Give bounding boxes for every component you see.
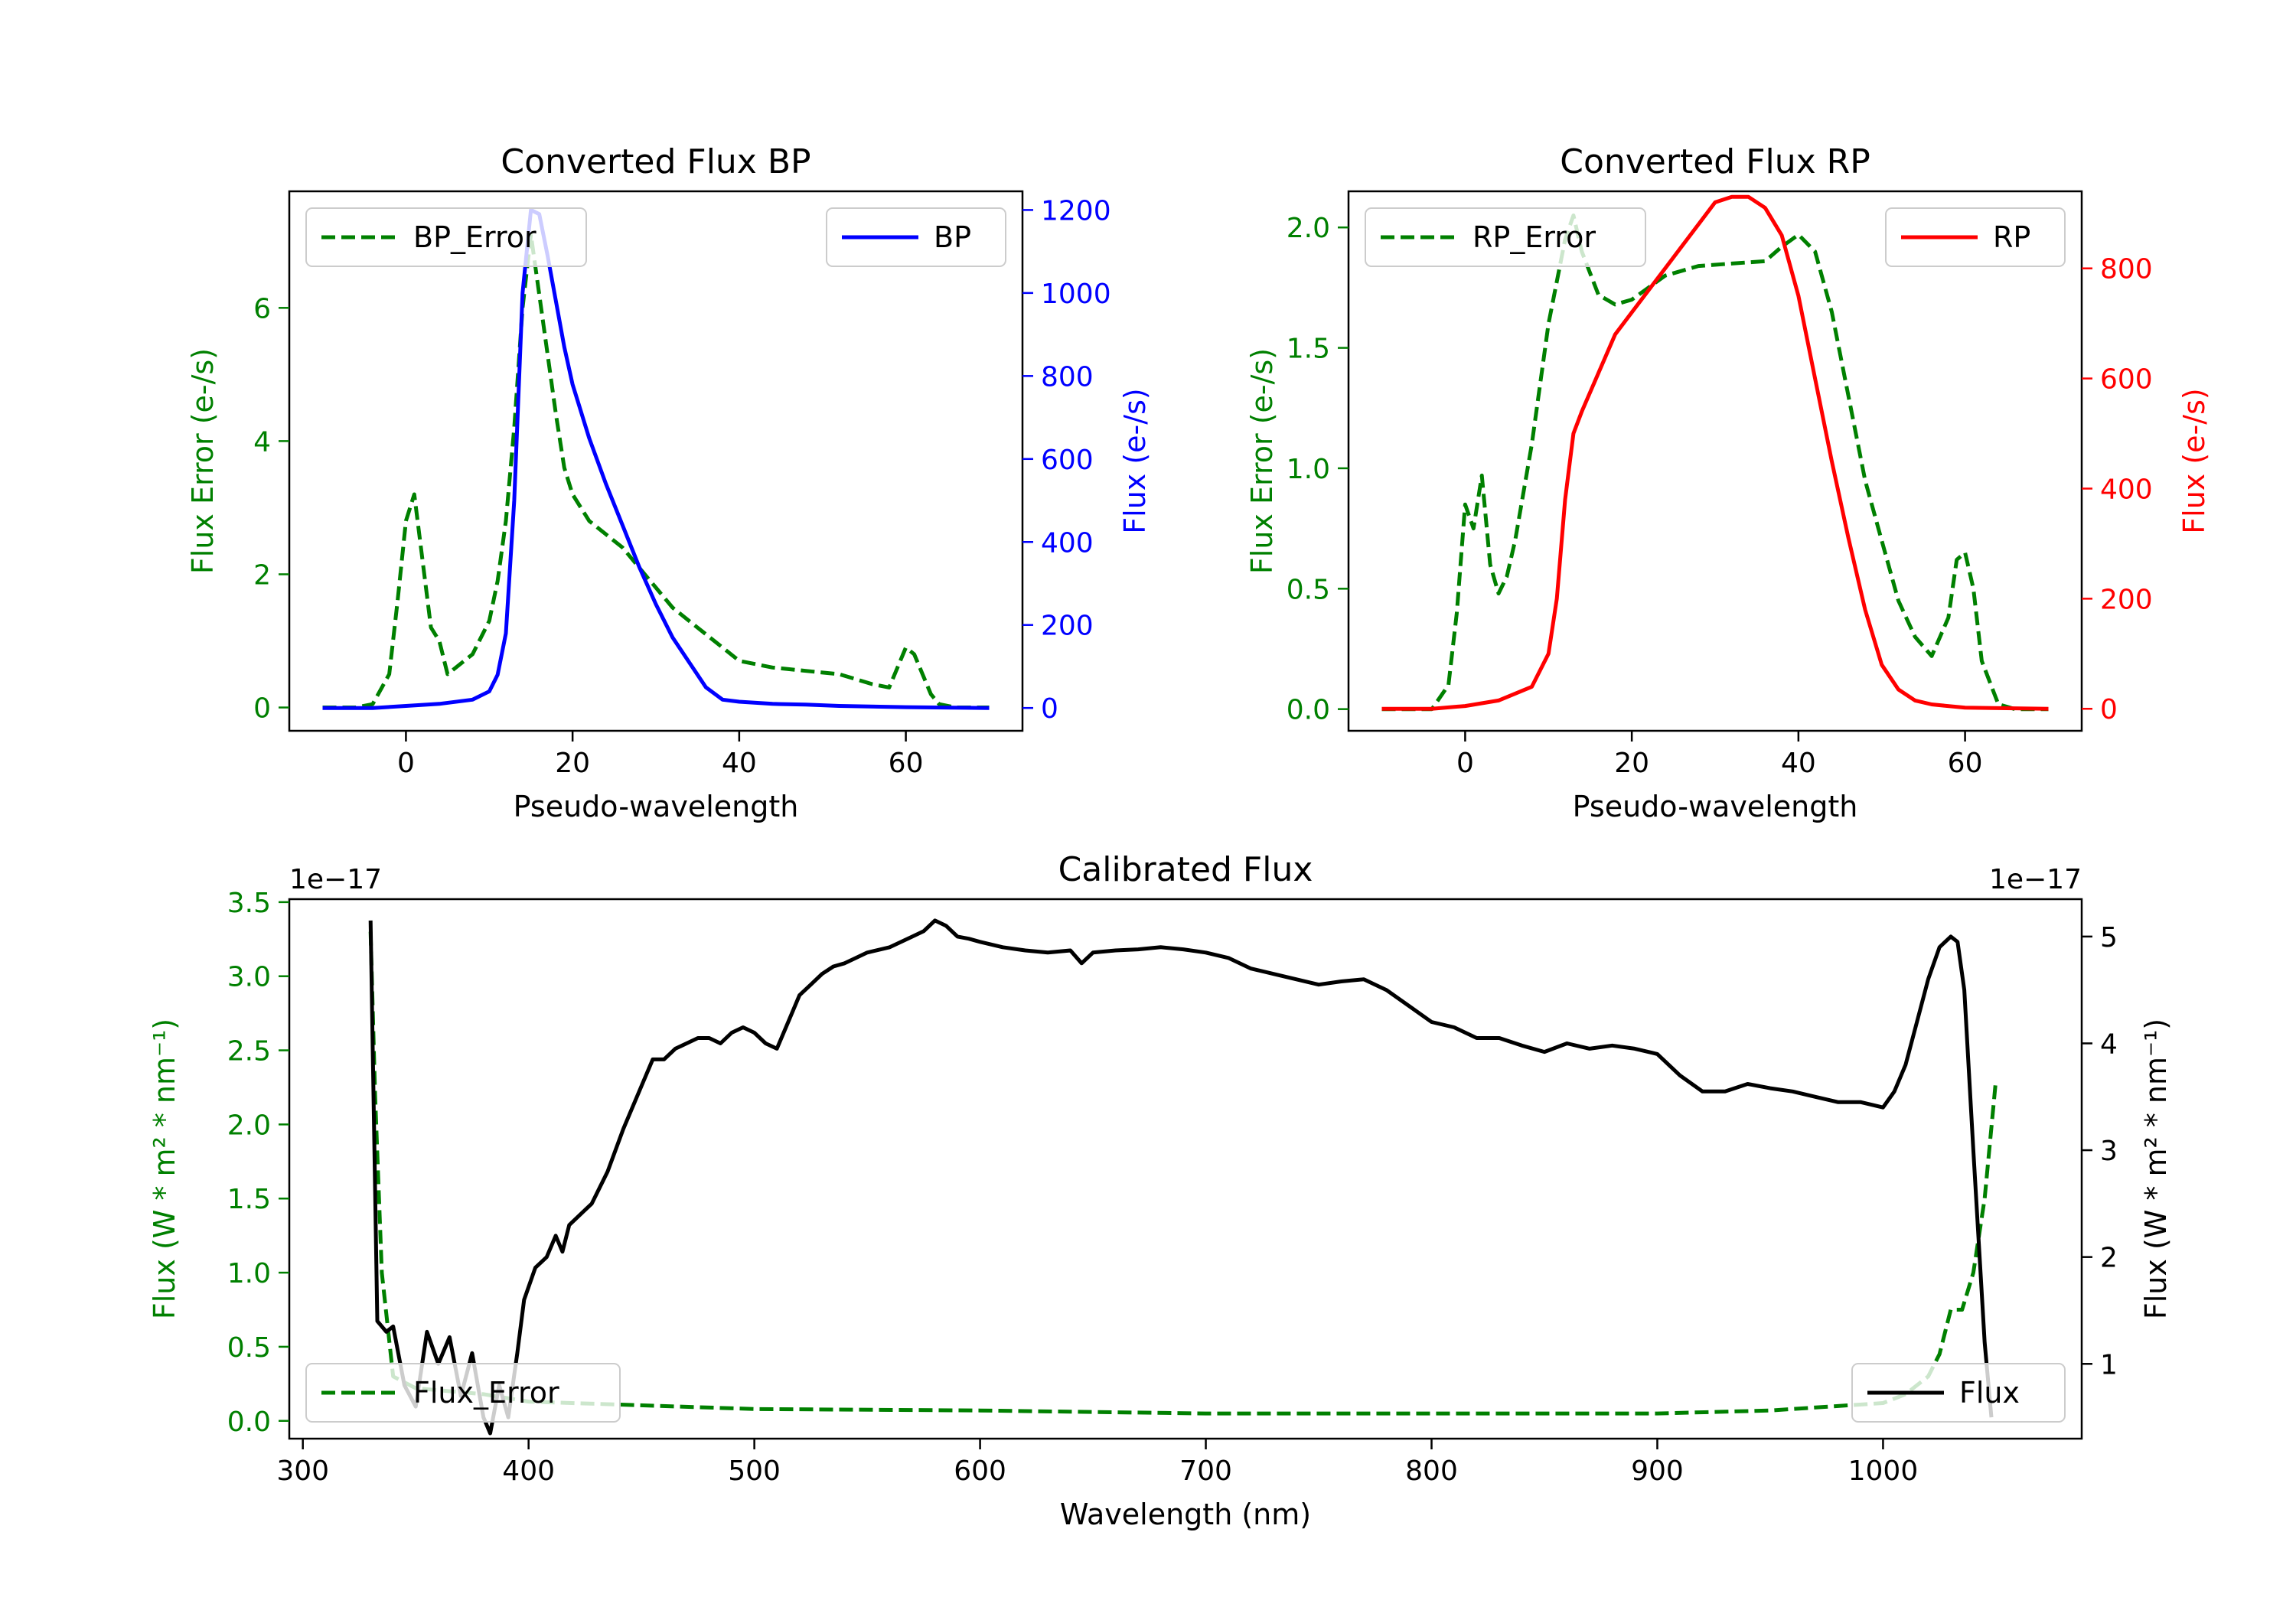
y-left-tick-label: 1.5 [1287, 334, 1330, 365]
y-left-tick-label: 2.0 [227, 1110, 271, 1141]
y-left-tick-label: 3.0 [227, 962, 271, 993]
y-right-tick-label: 600 [1041, 445, 1094, 476]
x-tick-label: 40 [722, 748, 757, 779]
x-tick-label: 20 [555, 748, 590, 779]
y-right-tick-label: 400 [1041, 527, 1094, 559]
series-line-rp [1381, 194, 2049, 711]
y-left-tick-label: 4 [253, 426, 271, 458]
legend-label: BP_Error [413, 220, 536, 254]
panel-bp: 0 20 40 600246020040060080010001200Converte… [186, 142, 1152, 823]
x-tick-label: 400 [502, 1455, 555, 1487]
panel-calibrated: 300 400 500 600 700 800 900 1000 0.0 0.5 1.0 1.5 2.0… [148, 850, 2173, 1531]
y-left-tick-label: 6 [253, 293, 271, 324]
axes-frame [1347, 190, 2083, 732]
legend-label: RP [1993, 220, 2030, 254]
y-right-tick-label: 600 [2100, 364, 2153, 396]
x-tick-label: 900 [1631, 1455, 1684, 1487]
legend-label: Flux [1959, 1376, 2020, 1410]
y-right-axis-label: Flux (e-/s) [2177, 388, 2211, 533]
y-left-axis-label: Flux (W * m² * nm⁻¹) [148, 1019, 181, 1319]
x-tick-label: 60 [1948, 748, 1983, 779]
y-right-tick-label: 1200 [1041, 195, 1111, 227]
y-right-tick-label: 200 [1041, 611, 1094, 642]
legend-rp: RP [1885, 207, 2066, 267]
series-line-bp [322, 207, 990, 710]
y-left-tick-label: 0 [253, 693, 271, 725]
legend-flux: Flux [1851, 1363, 2066, 1423]
y-left-axis-label: Flux Error (e-/s) [186, 348, 220, 574]
legend-box [305, 207, 587, 267]
y-right-tick-label: 2 [2100, 1243, 2118, 1274]
legend-label: Flux_Error [413, 1376, 559, 1410]
y-left-axis-label: Flux Error (e-/s) [1245, 348, 1279, 574]
y-left-tick-label: 1.0 [227, 1258, 271, 1289]
y-right-tick-label: 5 [2100, 922, 2118, 953]
y-left-tick-label: 2.0 [1287, 213, 1330, 244]
y-right-tick-label: 1 [2100, 1349, 2118, 1380]
y-left-offset-label: 1e−17 [289, 864, 382, 895]
legend-rp_error: RP_Error [1365, 207, 1646, 267]
y-left-tick-label: 0.5 [1287, 574, 1330, 605]
y-left-tick-label: 3.5 [227, 888, 271, 919]
x-tick-label: 40 [1781, 748, 1816, 779]
y-right-tick-label: 800 [1041, 361, 1094, 393]
x-tick-label: 0 [397, 748, 415, 779]
x-tick-label: 1000 [1848, 1455, 1919, 1487]
y-right-tick-label: 200 [2100, 584, 2153, 615]
y-right-tick-label: 0 [1041, 693, 1058, 725]
legend-bp: BP [826, 207, 1006, 267]
legend-flux_error: Flux_Error [305, 1363, 621, 1423]
legend-box [305, 1363, 621, 1423]
y-right-tick-label: 4 [2100, 1028, 2118, 1060]
y-right-axis-label: Flux (W * m² * nm⁻¹) [2139, 1019, 2173, 1319]
x-axis-label: Pseudo-wavelength [514, 790, 799, 823]
y-right-tick-label: 0 [2100, 694, 2118, 725]
x-tick-label: 60 [889, 748, 924, 779]
y-left-tick-label: 1.0 [1287, 454, 1330, 485]
y-right-tick-label: 400 [2100, 474, 2153, 505]
x-tick-label: 500 [728, 1455, 781, 1487]
legend-label: BP [934, 220, 971, 254]
legend-bp_error: BP_Error [305, 207, 587, 267]
x-tick-label: 700 [1179, 1455, 1232, 1487]
y-right-offset-label: 1e−17 [1989, 864, 2082, 895]
y-left-tick-label: 0.5 [227, 1332, 271, 1364]
chart-title: Converted Flux RP [1560, 142, 1870, 181]
panel-rp: 0 20 40 60 0.0 0.5 1.0 1.5 2.0 0 200 400 600 800 Conve… [1245, 142, 2211, 823]
x-tick-label: 600 [954, 1455, 1006, 1487]
y-right-tick-label: 1000 [1041, 279, 1111, 310]
x-tick-label: 300 [276, 1455, 329, 1487]
chart-title: Calibrated Flux [1058, 850, 1313, 889]
series-line-rp_error [1381, 214, 2049, 712]
y-left-tick-label: 0.0 [1287, 695, 1330, 726]
y-left-tick-label: 2.5 [227, 1036, 271, 1068]
y-left-tick-label: 2 [253, 559, 271, 591]
x-axis-label: Wavelength (nm) [1060, 1498, 1311, 1531]
y-right-tick-label: 3 [2100, 1136, 2118, 1167]
y-right-tick-label: 800 [2100, 254, 2153, 285]
axes-frame [288, 898, 2083, 1440]
x-tick-label: 800 [1405, 1455, 1458, 1487]
x-tick-label: 0 [1456, 748, 1474, 779]
y-right-axis-label: Flux (e-/s) [1118, 388, 1152, 533]
axes-frame [288, 190, 1024, 732]
legend-box [1851, 1363, 2066, 1423]
series-line-bp_error [322, 233, 990, 709]
x-axis-label: Pseudo-wavelength [1573, 790, 1858, 823]
y-left-tick-label: 0.0 [227, 1407, 271, 1438]
series-line-flux_error [368, 931, 1998, 1416]
y-left-tick-label: 1.5 [227, 1184, 271, 1215]
legend-box [1365, 207, 1646, 267]
legend-label: RP_Error [1473, 220, 1596, 254]
chart-title: Converted Flux BP [501, 142, 810, 181]
x-tick-label: 20 [1614, 748, 1649, 779]
series-line-flux [368, 918, 1994, 1436]
